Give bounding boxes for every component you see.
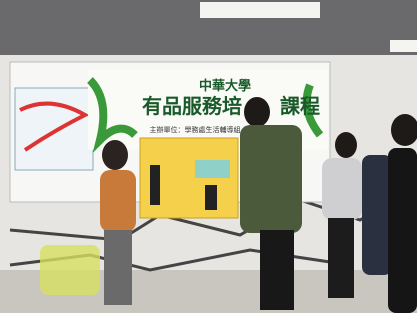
photo: 中華大學 有品服務培 課程 主辦單位：學務處生活輔導組: [0, 0, 417, 313]
person-head: [244, 97, 270, 127]
board-drawing: [150, 165, 160, 205]
person-body: [100, 170, 136, 232]
person-legs: [104, 230, 132, 305]
person-body: [388, 148, 417, 313]
chair: [40, 245, 100, 295]
banner-organizer: 主辦單位：學務處生活輔導組: [150, 125, 241, 134]
person-head: [102, 140, 128, 170]
person-body: [240, 125, 302, 233]
board-drawing: [195, 160, 230, 178]
left-poster: [15, 88, 93, 170]
page: 中華大學 有品服務培 課程 主辦單位：學務處生活輔導組 (() => { con…: [0, 0, 417, 313]
banner-school: 中華大學: [199, 78, 251, 94]
person-body: [362, 155, 392, 275]
board-drawing: [205, 185, 217, 210]
banner-title: 課程: [280, 94, 320, 118]
person-body: [322, 158, 362, 220]
person-legs: [260, 230, 294, 310]
person-head: [335, 132, 357, 158]
person-legs: [328, 218, 354, 298]
ceiling-light: [200, 2, 320, 18]
banner-title: 有品服務培: [142, 94, 242, 118]
ceiling-light: [390, 40, 417, 52]
